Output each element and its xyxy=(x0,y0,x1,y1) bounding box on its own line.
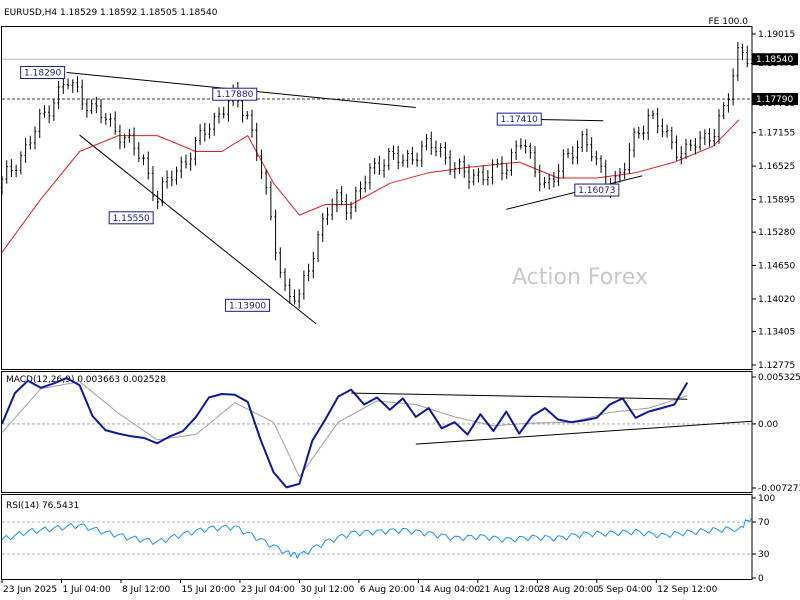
rsi-line xyxy=(1,516,753,559)
price-tick-3: 1.17155 xyxy=(758,129,795,139)
macd-panel-frame xyxy=(1,371,753,493)
price-header: EURUSD,H4 1.18529 1.18592 1.18505 1.1854… xyxy=(4,8,218,18)
macd-tick-1: 0.00 xyxy=(758,420,778,430)
x-tick-6: 6 Aug 20:00 xyxy=(360,585,415,595)
macd-header: MACD(12,26,9) 0.003663 0.002528 xyxy=(6,375,166,385)
watermark: Action Forex xyxy=(512,265,648,290)
price-tick-5: 1.15895 xyxy=(758,196,795,206)
annotation-box-5 xyxy=(574,183,620,197)
price-tick-7: 1.14650 xyxy=(758,262,795,272)
macd-panel: MACD(12,26,9) 0.003663 0.002528 0.005325 0… xyxy=(1,371,800,494)
rsi-tick-3: 0 xyxy=(758,574,764,584)
x-tick-2: 8 Jul 12:00 xyxy=(122,585,171,595)
x-tick-4: 23 Jul 04:00 xyxy=(241,585,295,595)
x-tick-3: 15 Jul 20:00 xyxy=(181,585,235,595)
reference-price-box xyxy=(752,92,798,105)
x-tick-7: 14 Aug 04:00 xyxy=(419,585,480,595)
price-tick-6: 1.15280 xyxy=(758,228,795,238)
macd-upper-trendline xyxy=(351,392,688,400)
annotation-label-5: 1.16073 xyxy=(578,186,615,196)
annotation-box-3 xyxy=(225,298,271,312)
candles xyxy=(0,41,754,309)
x-tick-8: 21 Aug 12:00 xyxy=(479,585,540,595)
macd-lower-trendline xyxy=(415,420,753,445)
current-price-box xyxy=(752,53,798,66)
macd-line xyxy=(1,377,689,489)
macd-tick-2: -0.007273 xyxy=(758,484,800,494)
price-panel-frame xyxy=(1,26,753,370)
rsi-panel-frame xyxy=(1,494,753,580)
annotation-label-4: 1.17410 xyxy=(501,115,538,125)
lower-trendline xyxy=(79,134,317,325)
rsi-panel: RSI(14) 76.5431 100 70 30 0 xyxy=(1,494,775,584)
rsi-tick-2: 30 xyxy=(758,550,770,560)
x-tick-10: 5 Sep 04:00 xyxy=(598,585,653,595)
rsi-header: RSI(14) 76.5431 xyxy=(6,501,79,511)
macd-tick-0: 0.005325 xyxy=(758,373,800,383)
price-panel: EURUSD,H4 1.18529 1.18592 1.18505 1.1854… xyxy=(0,8,798,371)
annotation-label-3: 1.13900 xyxy=(229,301,266,311)
annotation-label-0: 1.18290 xyxy=(24,68,61,78)
current-price-label: 1.18540 xyxy=(756,55,793,65)
annotation-box-2 xyxy=(108,211,154,225)
x-tick-11: 12 Sep 12:00 xyxy=(657,585,717,595)
price-tick-0: 1.19015 xyxy=(758,30,795,40)
annotation-box-0 xyxy=(20,65,66,79)
price-tick-8: 1.14020 xyxy=(758,295,795,305)
x-tick-1: 1 Jul 04:00 xyxy=(62,585,111,595)
reference-price-label: 1.17790 xyxy=(756,95,793,105)
rsi-tick-0: 100 xyxy=(758,494,775,504)
x-axis: 23 Jun 2025 1 Jul 04:00 8 Jul 12:00 15 Jul … xyxy=(1,580,718,595)
x-tick-0: 23 Jun 2025 xyxy=(3,585,57,595)
price-tick-10: 1.12775 xyxy=(758,361,795,371)
price-tick-4: 1.16525 xyxy=(758,162,795,172)
annotation-label-1: 1.17880 xyxy=(216,90,253,100)
fe-label: FE 100.0 xyxy=(709,17,749,27)
annotation-box-1 xyxy=(212,87,258,101)
annotation-box-4 xyxy=(496,112,542,126)
moving-average-line xyxy=(1,119,740,253)
x-tick-5: 30 Jul 12:00 xyxy=(300,585,354,595)
x-tick-9: 28 Aug 20:00 xyxy=(538,585,599,595)
annotation-label-2: 1.15550 xyxy=(113,214,150,224)
rsi-tick-1: 70 xyxy=(758,518,770,528)
price-tick-9: 1.13405 xyxy=(758,328,795,338)
